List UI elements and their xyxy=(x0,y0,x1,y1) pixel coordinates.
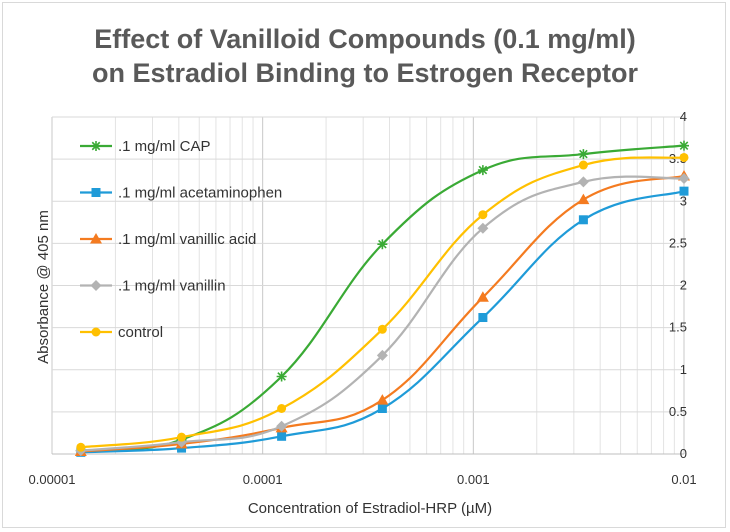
data-point xyxy=(376,394,389,405)
data-point xyxy=(577,193,590,205)
y-axis-title: Absorbance @ 405 nm xyxy=(35,210,52,364)
y-tick-label: 1 xyxy=(680,362,687,377)
data-point xyxy=(477,222,489,234)
legend-marker xyxy=(91,188,101,197)
data-point xyxy=(679,186,689,196)
data-point xyxy=(578,149,589,160)
y-tick-label: 1.5 xyxy=(669,320,687,335)
legend-marker xyxy=(91,141,101,151)
legend-item: .1 mg/ml vanillic acid xyxy=(80,231,256,248)
series-3 xyxy=(75,173,690,457)
series-1 xyxy=(76,186,689,457)
legend-label: .1 mg/ml acetaminophen xyxy=(118,185,282,202)
series-4 xyxy=(76,152,689,452)
chart-title-line2: on Estradiol Binding to Estrogen Recepto… xyxy=(91,58,639,88)
data-point xyxy=(478,210,488,220)
y-tick-label: 4 xyxy=(680,109,687,124)
data-point xyxy=(478,313,488,323)
data-point xyxy=(578,160,588,170)
x-tick-label: 0.0001 xyxy=(243,472,283,487)
y-tick-label: 3 xyxy=(680,193,687,208)
y-tick-label: 0 xyxy=(680,446,687,461)
legend: .1 mg/ml CAP .1 mg/ml acetaminophen .1 mg/… xyxy=(80,138,282,341)
data-point xyxy=(377,404,387,414)
x-tick-label: 0.01 xyxy=(671,472,696,487)
chart-title-line1: Effect of Vanilloid Compounds (0.1 mg/ml… xyxy=(94,24,636,54)
data-point xyxy=(76,442,86,452)
data-point xyxy=(376,349,388,361)
legend-marker xyxy=(91,327,101,337)
data-point xyxy=(476,291,489,302)
legend-marker xyxy=(90,280,102,291)
legend-label: .1 mg/ml vanillin xyxy=(118,278,226,295)
data-point xyxy=(276,371,287,382)
x-tick-label: 0.00001 xyxy=(29,472,76,487)
data-point xyxy=(277,431,287,441)
legend-label: .1 mg/ml vanillic acid xyxy=(118,231,256,248)
y-tick-label: 2 xyxy=(680,278,687,293)
legend-item: control xyxy=(80,324,163,341)
legend-item: .1 mg/ml acetaminophen xyxy=(80,185,282,202)
data-point xyxy=(678,173,690,185)
data-point xyxy=(679,140,689,151)
x-tick-label: 0.001 xyxy=(457,472,490,487)
legend-item: .1 mg/ml CAP xyxy=(80,138,211,155)
data-point xyxy=(377,239,388,250)
data-point xyxy=(177,432,187,442)
data-point xyxy=(377,324,387,334)
data-point xyxy=(477,165,488,176)
data-point xyxy=(276,420,288,432)
legend-label: control xyxy=(118,324,163,341)
series-layer xyxy=(74,140,690,457)
data-point xyxy=(679,152,689,162)
data-point xyxy=(277,404,287,414)
legend-marker xyxy=(90,233,102,244)
legend-label: .1 mg/ml CAP xyxy=(118,138,211,155)
chart-title: Effect of Vanilloid Compounds (0.1 mg/ml… xyxy=(0,22,730,90)
x-axis-title: Concentration of Estradiol-HRP (µM) xyxy=(248,500,492,517)
legend-item: .1 mg/ml vanillin xyxy=(80,278,226,295)
data-point xyxy=(577,176,589,188)
y-tick-label: 0.5 xyxy=(669,404,687,419)
y-tick-label: 2.5 xyxy=(669,235,687,250)
data-point xyxy=(578,215,588,225)
